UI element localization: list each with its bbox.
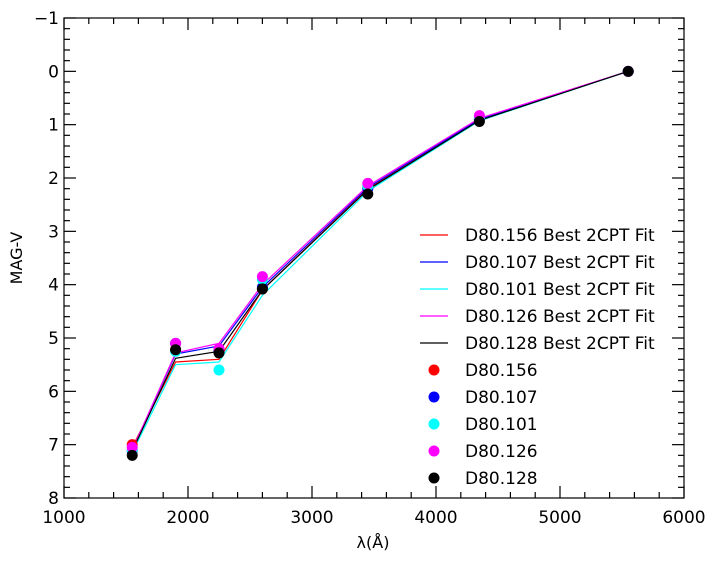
legend-marker — [428, 445, 440, 457]
legend-marker — [428, 364, 440, 376]
data-point — [126, 441, 138, 453]
data-point — [126, 449, 138, 461]
data-point — [473, 115, 485, 127]
legend-marker — [428, 472, 440, 484]
data-point — [362, 188, 374, 200]
legend-marker — [428, 418, 440, 430]
legend-marker — [428, 391, 440, 403]
legend-label: D80.101 Best 2CPT Fit — [465, 280, 655, 300]
y-tick-label: 5 — [48, 329, 59, 349]
data-point — [256, 271, 268, 283]
data-point — [213, 347, 225, 359]
data-points — [126, 65, 634, 461]
y-axis-label: MAG-V — [7, 232, 26, 285]
y-tick-label: 8 — [48, 489, 59, 509]
x-tick-label: 1000 — [42, 508, 85, 528]
y-tick-label: 6 — [48, 382, 59, 402]
legend-label: D80.126 Best 2CPT Fit — [465, 307, 655, 327]
y-tick-label: −1 — [34, 9, 59, 29]
data-point — [213, 364, 225, 376]
legend-label: D80.156 — [465, 361, 538, 381]
y-tick-label: 7 — [48, 436, 59, 456]
data-point — [622, 65, 634, 77]
x-tick-label: 3000 — [290, 508, 333, 528]
x-tick-label: 4000 — [414, 508, 457, 528]
legend-label: D80.128 — [465, 469, 538, 489]
data-point — [362, 177, 374, 189]
x-axis-label: λ(Å) — [357, 533, 390, 552]
legend-label: D80.107 — [465, 388, 538, 408]
data-point — [170, 344, 182, 356]
legend-label: D80.156 Best 2CPT Fit — [465, 226, 655, 246]
data-point — [256, 283, 268, 295]
y-tick-label: 2 — [48, 169, 59, 189]
x-tick-label: 6000 — [662, 508, 705, 528]
x-tick-label: 5000 — [538, 508, 581, 528]
axes: 1000 2000 3000 4000 5000 6000 −1 0 1 2 3 4 5 6 7 8 — [34, 9, 706, 528]
legend-label: D80.101 — [465, 415, 538, 435]
plot-frame — [63, 17, 685, 499]
y-tick-label: 0 — [48, 62, 59, 82]
x-tick-label: 2000 — [166, 508, 209, 528]
y-tick-label: 3 — [48, 222, 59, 242]
legend-label: D80.107 Best 2CPT Fit — [465, 253, 655, 273]
y-tick-label: 4 — [48, 276, 59, 296]
legend: D80.156 Best 2CPT Fit D80.107 Best 2CPT F… — [420, 226, 655, 489]
y-tick-label: 1 — [48, 116, 59, 136]
legend-label: D80.126 — [465, 442, 538, 462]
legend-label: D80.128 Best 2CPT Fit — [465, 334, 655, 354]
